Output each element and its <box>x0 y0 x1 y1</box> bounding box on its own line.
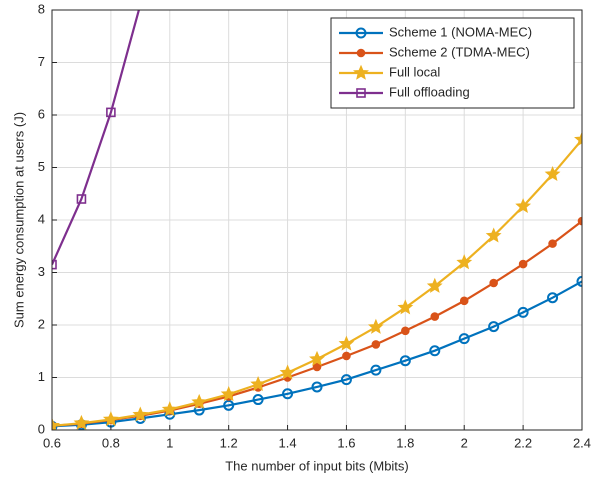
x-tick-label: 1.8 <box>396 435 414 450</box>
marker <box>488 321 500 333</box>
marker <box>76 194 87 204</box>
marker <box>338 335 355 351</box>
x-tick-label: 2 <box>461 435 468 450</box>
marker <box>458 333 470 345</box>
marker <box>544 165 561 182</box>
marker <box>161 401 178 417</box>
marker <box>401 326 410 336</box>
marker <box>132 406 149 422</box>
marker <box>356 88 366 98</box>
x-tick-label: 1.2 <box>220 435 238 450</box>
marker <box>356 48 366 58</box>
marker <box>489 278 498 288</box>
legend-label: Full offloading <box>389 84 470 99</box>
marker <box>574 131 582 147</box>
marker <box>429 345 441 357</box>
marker <box>399 355 411 367</box>
marker <box>355 27 367 39</box>
marker <box>220 385 237 402</box>
marker <box>576 275 582 287</box>
marker <box>312 362 322 372</box>
x-axis-label: The number of input bits (Mbits) <box>225 458 409 473</box>
marker <box>282 388 294 400</box>
marker <box>52 417 60 430</box>
marker <box>367 318 384 334</box>
marker <box>311 381 323 393</box>
y-tick-label: 8 <box>38 1 45 16</box>
y-tick-label: 4 <box>38 211 45 226</box>
x-tick-label: 2.4 <box>573 435 591 450</box>
marker <box>430 312 440 321</box>
y-tick-label: 0 <box>38 421 45 436</box>
series-line <box>52 10 141 266</box>
marker <box>279 364 296 380</box>
marker <box>309 350 325 366</box>
y-axis-label: Sum energy consumption at users (J) <box>11 112 26 328</box>
marker <box>397 299 414 315</box>
y-tick-label: 1 <box>38 369 45 384</box>
marker <box>73 414 90 430</box>
y-tick-label: 5 <box>38 159 45 174</box>
marker <box>371 340 381 349</box>
marker <box>136 1 144 9</box>
marker <box>340 374 352 386</box>
marker <box>250 375 267 392</box>
marker <box>515 198 532 214</box>
marker <box>102 411 119 427</box>
marker <box>517 306 529 318</box>
x-tick-label: 0.8 <box>102 435 120 450</box>
marker <box>191 393 208 409</box>
marker <box>223 399 235 411</box>
marker <box>353 64 369 80</box>
marker <box>456 254 473 270</box>
x-tick-label: 1 <box>166 435 173 450</box>
legend-label: Full local <box>389 64 440 79</box>
y-tick-label: 3 <box>38 264 45 279</box>
marker <box>342 351 351 361</box>
legend-label: Scheme 1 (NOMA-MEC) <box>389 24 532 39</box>
x-tick-label: 1.4 <box>279 435 297 450</box>
marker <box>106 107 116 118</box>
marker <box>547 292 559 304</box>
x-tick-label: 0.6 <box>43 435 61 450</box>
y-tick-label: 6 <box>38 106 45 121</box>
x-tick-label: 2.2 <box>514 435 532 450</box>
marker <box>577 216 582 226</box>
marker <box>426 277 443 293</box>
x-tick-label: 1.6 <box>337 435 355 450</box>
marker <box>518 259 528 269</box>
marker <box>459 296 469 306</box>
marker <box>370 364 382 376</box>
marker <box>548 239 557 248</box>
legend: Scheme 1 (NOMA-MEC) Scheme 2 (TDMA-MEC) Fu… <box>330 17 575 109</box>
marker <box>252 394 264 406</box>
legend-label: Scheme 2 (TDMA-MEC) <box>389 44 530 59</box>
marker <box>485 227 502 243</box>
y-tick-label: 2 <box>38 316 45 331</box>
y-tick-label: 7 <box>38 54 45 69</box>
marker <box>52 259 57 270</box>
data <box>52 1 582 430</box>
